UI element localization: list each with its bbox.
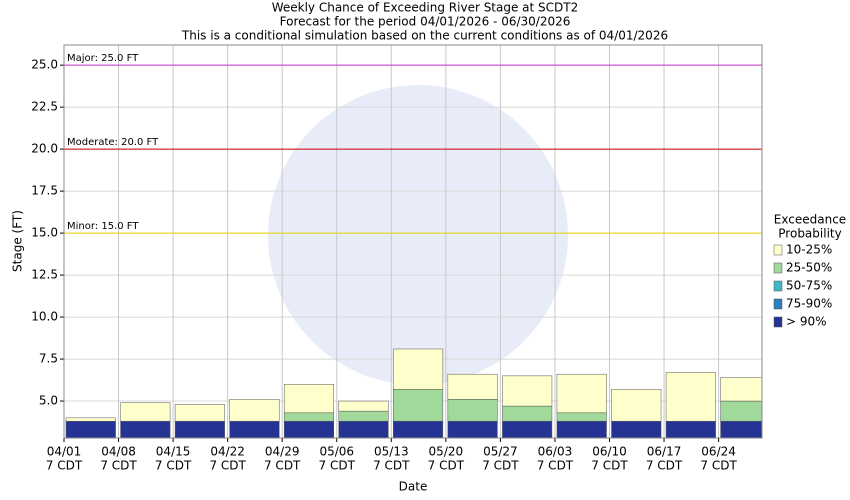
bar-segment [229, 420, 280, 438]
bar-segment [393, 420, 444, 438]
bar-segment [338, 420, 389, 438]
chart-note: This is a conditional simulation based o… [181, 29, 668, 43]
x-tick-label: 06/10 [592, 445, 627, 459]
x-tick-time: 7 CDT [46, 459, 83, 473]
chart-subtitle: Forecast for the period 04/01/2026 - 06/… [280, 15, 571, 29]
bar-segment [502, 375, 553, 407]
y-tick-label: 5.0 [39, 394, 58, 408]
bar-segment [665, 420, 716, 438]
bar-segment [502, 420, 553, 438]
x-tick-label: 05/06 [319, 445, 354, 459]
x-tick-time: 7 CDT [264, 459, 301, 473]
watermark [268, 85, 568, 385]
bar-segment [120, 402, 171, 422]
x-tick-time: 7 CDT [373, 459, 410, 473]
legend-label: 75-90% [786, 297, 832, 311]
y-axis-label: Stage (FT) [11, 210, 25, 272]
bar-segment [120, 420, 171, 438]
y-tick-label: 12.5 [31, 268, 58, 282]
legend-title: Probability [778, 227, 841, 241]
x-axis-label: Date [399, 480, 428, 494]
flood-label: Minor: 15.0 FT [67, 221, 139, 232]
x-tick-label: 06/17 [647, 445, 682, 459]
x-tick-label: 04/08 [101, 445, 136, 459]
bar-segment [65, 420, 116, 438]
x-tick-time: 7 CDT [700, 459, 737, 473]
x-tick-time: 7 CDT [537, 459, 574, 473]
y-tick-label: 20.0 [31, 142, 58, 156]
x-tick-label: 05/20 [429, 445, 464, 459]
y-tick-label: 17.5 [31, 184, 58, 198]
x-tick-label: 04/29 [265, 445, 300, 459]
bar-segment [283, 384, 335, 414]
x-tick-label: 05/13 [374, 445, 409, 459]
flood-label: Major: 25.0 FT [67, 53, 139, 64]
y-tick-label: 15.0 [31, 226, 58, 240]
bar-segment [556, 420, 607, 438]
legend-label: > 90% [786, 315, 827, 329]
bar-segment [502, 405, 553, 422]
legend-swatch [773, 280, 783, 292]
x-tick-label: 06/03 [538, 445, 573, 459]
legend-label: 25-50% [786, 261, 832, 275]
x-tick-time: 7 CDT [591, 459, 628, 473]
x-tick-label: 06/24 [701, 445, 736, 459]
legend-swatch [773, 316, 783, 328]
x-tick-time: 7 CDT [482, 459, 519, 473]
bar-segment [665, 372, 716, 422]
bar-segment [720, 420, 762, 438]
x-tick-label: 04/01 [47, 445, 82, 459]
flood-label: Moderate: 20.0 FT [67, 137, 159, 148]
bar-segment [556, 412, 607, 422]
bar-segment [174, 404, 225, 422]
x-tick-label: 05/27 [483, 445, 518, 459]
legend-label: 10-25% [786, 243, 832, 257]
bar-segment [447, 399, 498, 422]
bar-segment [174, 420, 225, 438]
bar-segment [720, 400, 762, 422]
legend-title: Exceedance [774, 213, 846, 227]
bar-segment [393, 348, 444, 390]
x-tick-time: 7 CDT [319, 459, 356, 473]
x-tick-time: 7 CDT [646, 459, 683, 473]
y-tick-label: 10.0 [31, 310, 58, 324]
bar-segment [611, 420, 662, 438]
bar-segment [283, 412, 335, 422]
bar-segment [283, 420, 335, 438]
x-tick-label: 04/22 [210, 445, 245, 459]
legend-swatch [773, 298, 783, 310]
x-tick-label: 04/15 [156, 445, 191, 459]
bar-segment [447, 420, 498, 438]
bar-segment [229, 399, 280, 422]
bar-segment [338, 410, 389, 422]
plot-frame [63, 44, 763, 439]
legend-label: 50-75% [786, 279, 832, 293]
bar-segment [611, 389, 662, 422]
legend-swatch [773, 262, 783, 274]
legend-swatch [773, 244, 783, 256]
chart-title: Weekly Chance of Exceeding River Stage a… [272, 1, 579, 15]
bar-segment [720, 377, 762, 402]
x-tick-time: 7 CDT [209, 459, 246, 473]
y-tick-label: 25.0 [31, 58, 58, 72]
bar-segment [65, 417, 116, 422]
bar-segment [556, 373, 607, 414]
y-tick-label: 7.5 [39, 352, 58, 366]
bar-segment [447, 373, 498, 400]
x-tick-time: 7 CDT [100, 459, 137, 473]
y-tick-label: 22.5 [31, 100, 58, 114]
x-tick-time: 7 CDT [155, 459, 192, 473]
x-tick-time: 7 CDT [428, 459, 465, 473]
bar-segment [338, 400, 389, 412]
bar-segment [393, 389, 444, 422]
